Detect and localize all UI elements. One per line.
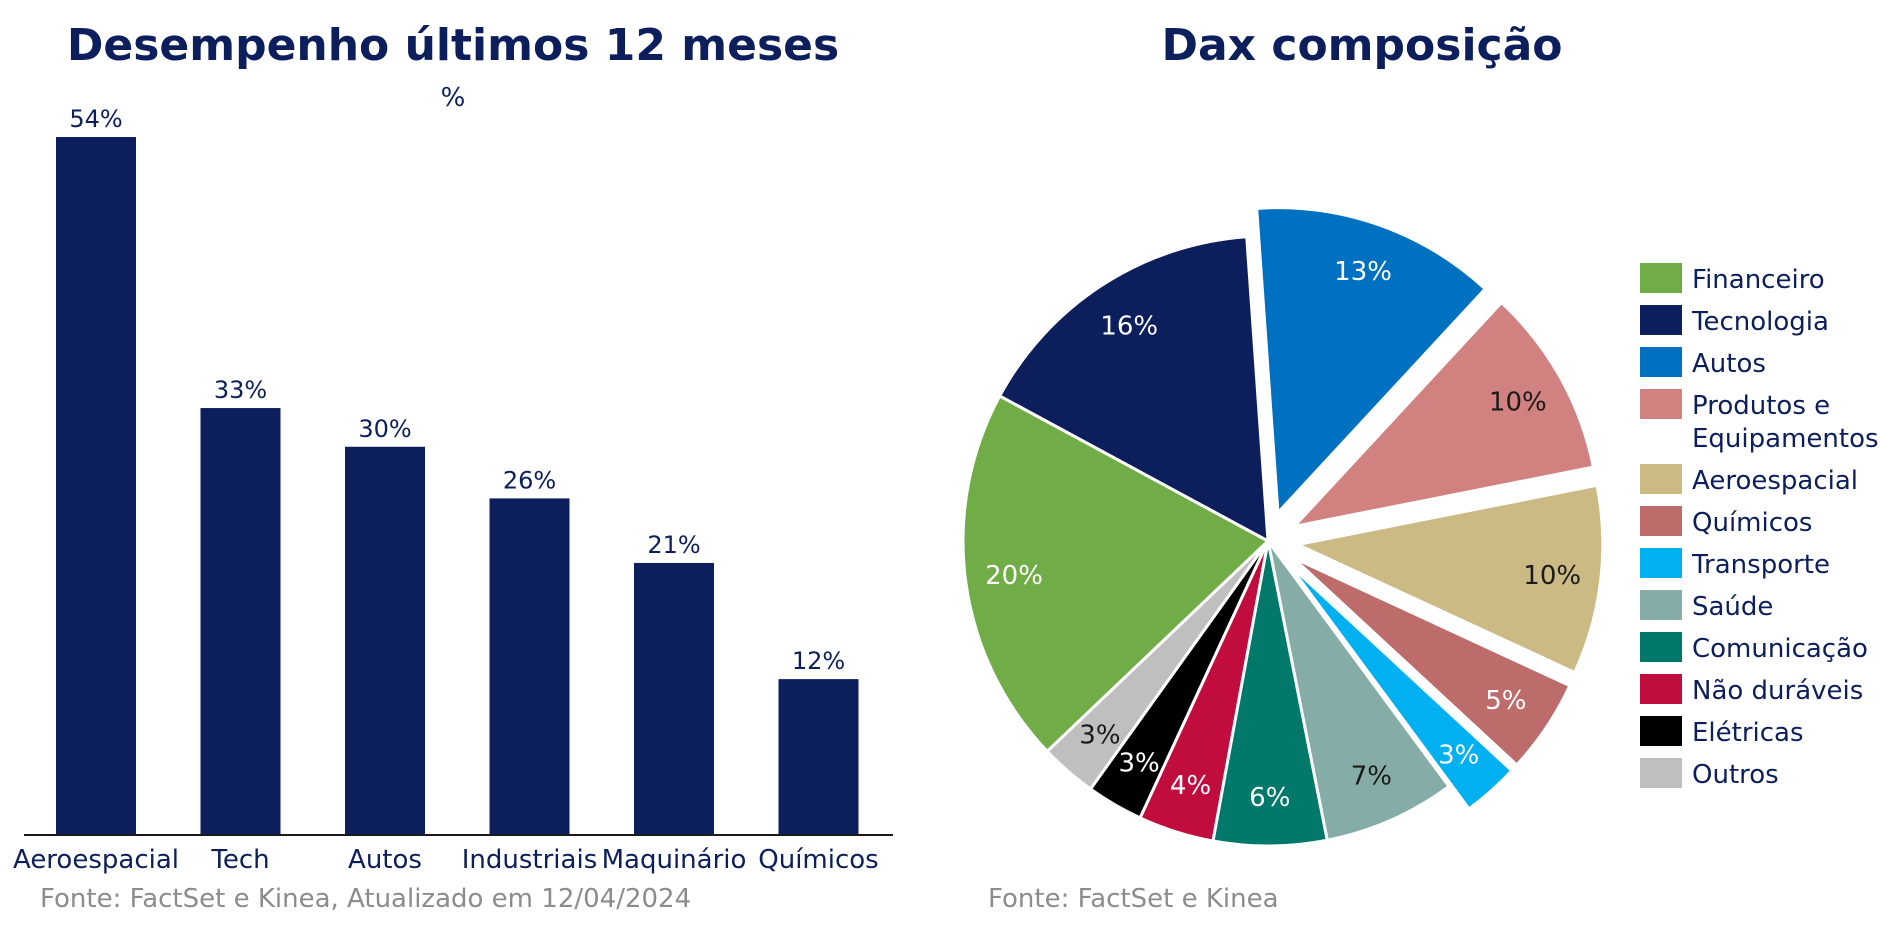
legend-swatch	[1640, 389, 1682, 419]
legend-swatch	[1640, 758, 1682, 788]
x-tick-label: Autos	[348, 845, 422, 875]
pie-slice-value-label: 5%	[1485, 686, 1526, 716]
legend-label: Aeroespacial	[1692, 466, 1858, 496]
pie-slice-value-label: 13%	[1334, 257, 1392, 287]
pie-slice-value-label: 10%	[1489, 387, 1547, 417]
bar-value-label: 30%	[358, 415, 411, 443]
pie-slice-value-label: 20%	[985, 561, 1043, 591]
pie-slice-value-label: 3%	[1119, 748, 1160, 778]
pie-chart: Dax composição 13%10%10%5%3%7%6%4%3%3%20…	[961, 20, 1879, 914]
x-tick-label: Tech	[210, 845, 269, 875]
x-tick-label: Aeroespacial	[13, 845, 179, 875]
bar-value-label: 33%	[214, 376, 267, 404]
legend-label: Químicos	[1692, 508, 1812, 538]
bar-tech	[200, 408, 281, 834]
legend-label: Saúde	[1692, 592, 1773, 622]
x-tick-label: Maquinário	[602, 845, 747, 875]
legend-label: Autos	[1692, 349, 1766, 379]
legend-label: Financeiro	[1692, 265, 1825, 295]
pie-slice-value-label: 6%	[1249, 783, 1290, 813]
bar-aeroespacial	[56, 137, 136, 834]
x-tick-label: Industriais	[462, 845, 597, 875]
pie-slice-value-label: 7%	[1351, 761, 1392, 791]
pie-slice-autos	[1255, 206, 1488, 517]
pie-slice-financeiro	[961, 393, 1271, 754]
bar-chart-source: Fonte: FactSet e Kinea, Atualizado em 12…	[40, 884, 691, 914]
legend-label: Outros	[1692, 760, 1779, 790]
legend-label: Transporte	[1691, 550, 1830, 580]
legend-swatch	[1640, 548, 1682, 578]
legend-swatch	[1640, 464, 1682, 494]
legend-label: Produtos e	[1692, 391, 1830, 421]
legend-swatch	[1640, 716, 1682, 746]
pie-slice-transporte	[1286, 562, 1514, 811]
bar-chart-unit: %	[441, 83, 466, 113]
legend-swatch	[1640, 632, 1682, 662]
bar-químicos	[778, 679, 859, 834]
legend-label: Tecnologia	[1691, 307, 1829, 337]
pie-slice-value-label: 4%	[1170, 771, 1211, 801]
bar-chart: Desempenho últimos 12 meses % 54% Aeroesp…	[13, 20, 893, 914]
bar-autos	[345, 446, 425, 834]
legend-swatch	[1640, 590, 1682, 620]
pie-slice-value-label: 3%	[1438, 740, 1479, 770]
bar-maquinário	[634, 562, 714, 834]
legend-label: Não duráveis	[1692, 676, 1863, 706]
pie-slices: 13%10%10%5%3%7%6%4%3%3%20%16%	[961, 206, 1605, 848]
pie-chart-title: Dax composição	[1161, 20, 1562, 71]
legend-swatch	[1640, 347, 1682, 377]
bar-chart-title: Desempenho últimos 12 meses	[67, 20, 839, 71]
legend-swatch	[1640, 305, 1682, 335]
pie-slice-aeroespacial	[1292, 483, 1605, 675]
pie-slice-value-label: 16%	[1100, 312, 1158, 342]
bar-industriais	[489, 498, 570, 834]
pie-slice-value-label: 10%	[1523, 561, 1581, 591]
bar-value-label: 26%	[503, 466, 556, 494]
bars: 54% Aeroespacial 33% Tech 30% Autos 26% Industr…	[13, 105, 879, 875]
pie-slice-tecnologia	[997, 235, 1270, 544]
legend-label: Equipamentos	[1692, 424, 1879, 454]
x-tick-label: Químicos	[758, 845, 878, 875]
pie-chart-source: Fonte: FactSet e Kinea	[988, 884, 1279, 914]
pie-slice-value-label: 3%	[1079, 720, 1120, 750]
legend-label: Elétricas	[1692, 718, 1804, 748]
pie-slice-químicos	[1291, 556, 1572, 768]
pie-legend: Financeiro Tecnologia Autos Produtos eEquip…	[1640, 263, 1879, 790]
legend-label: Comunicação	[1692, 634, 1868, 664]
bar-value-label: 54%	[69, 105, 122, 133]
bar-value-label: 12%	[792, 647, 845, 675]
legend-swatch	[1640, 263, 1682, 293]
legend-swatch	[1640, 506, 1682, 536]
bar-value-label: 21%	[647, 531, 700, 559]
pie-slice-produtos-e-equipamentos	[1289, 300, 1596, 529]
legend-swatch	[1640, 674, 1682, 704]
